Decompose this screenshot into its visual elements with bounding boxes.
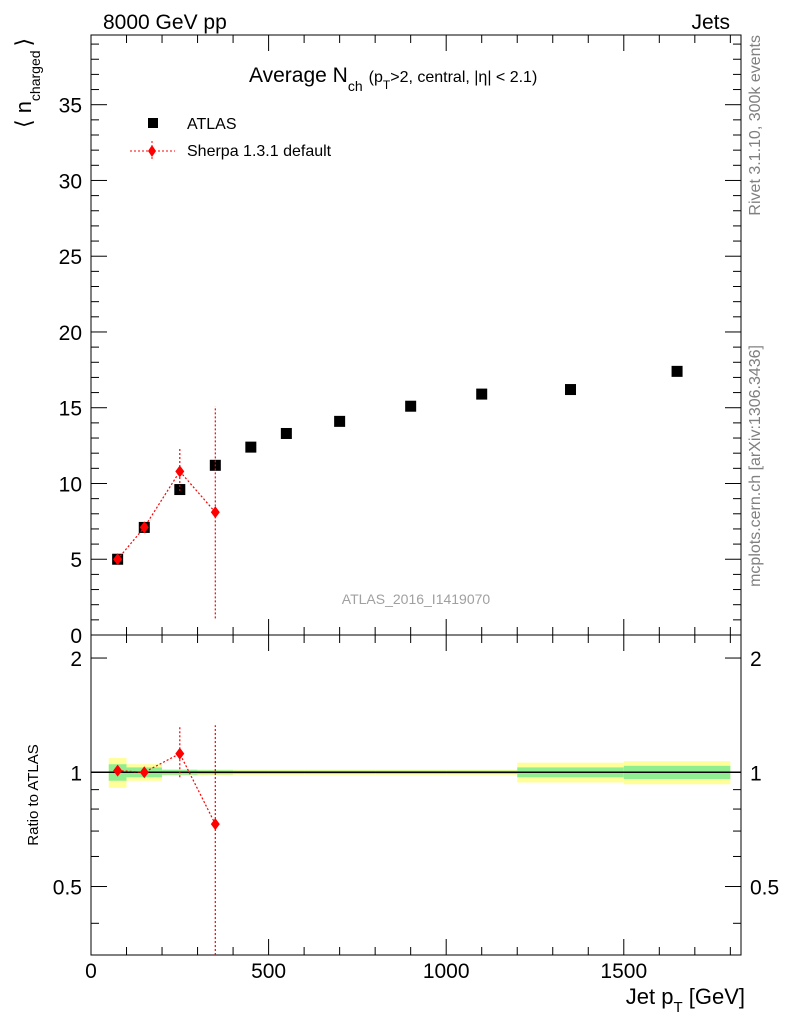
sherpa-line [117, 470, 216, 560]
sherpa-point [210, 506, 220, 519]
y-axis-label: ⟨ ncharged⟩ [11, 38, 43, 128]
header-left-label: 8000 GeV pp [103, 11, 227, 34]
top-y-tick-label: 20 [59, 322, 82, 345]
ratio-panel: 0.5 0.5 1 1 2 2 0 500 1000 1500 Ratio to ATLAS J… [25, 634, 779, 1016]
chart-title: Average Nch (pT>2, central, |η| < 2.1) [249, 64, 537, 94]
atlas-point [245, 441, 257, 453]
x-tick-label: 1500 [600, 960, 647, 983]
sherpa-point [175, 465, 185, 478]
x-tick-label: 0 [85, 960, 97, 983]
legend-marker-atlas [148, 118, 158, 128]
top-y-tick-label: 5 [70, 549, 82, 572]
ratio-sherpa-point [113, 764, 123, 777]
ratio-sherpa-line [117, 752, 216, 825]
atlas-point [565, 384, 577, 396]
top-y-tick-label: 10 [59, 473, 82, 496]
atlas-point [280, 427, 292, 439]
ratio-sherpa-point [175, 747, 185, 760]
top-y-tick-label: 15 [59, 398, 82, 421]
ratio-sherpa-point [139, 766, 149, 779]
top-y-tick-label: 0 [70, 625, 82, 648]
bottom-y-tick-label: 0.5 [53, 877, 82, 900]
atlas-point [405, 400, 417, 412]
bottom-y-tick-label-right: 1 [750, 762, 762, 785]
ratio-y-axis-label: Ratio to ATLAS [25, 744, 42, 845]
x-axis-label: Jet pT [GeV] [626, 984, 745, 1016]
atlas-point [476, 388, 488, 400]
bottom-y-tick-label-right: 2 [750, 648, 762, 671]
legend-marker-sherpa [148, 145, 156, 157]
ratio-sherpa-point [210, 818, 220, 831]
header-right-label: Jets [691, 11, 730, 34]
legend: ATLAS Sherpa 1.3.1 default [130, 116, 332, 161]
bottom-y-tick-label: 1 [70, 762, 82, 785]
atlas-point [671, 365, 683, 377]
top-y-tick-label: 35 [59, 95, 82, 118]
legend-label-sherpa: Sherpa 1.3.1 default [187, 143, 332, 160]
sherpa-point [139, 521, 149, 534]
x-tick-label: 1000 [423, 960, 470, 983]
legend-label-atlas: ATLAS [187, 116, 237, 133]
main-panel: 0 5 10 15 20 25 30 35 Average Nch (pT>2, central… [11, 34, 742, 648]
top-y-tick-label: 25 [59, 246, 82, 269]
top-y-tick-label: 30 [59, 170, 82, 193]
bottom-y-tick-label-right: 0.5 [750, 877, 779, 900]
atlas-point [334, 415, 346, 427]
analysis-watermark: ATLAS_2016_I1419070 [342, 591, 491, 607]
sherpa-point [113, 553, 123, 566]
ratio-panel-frame [90, 634, 742, 956]
mcplots-label: mcplots.cern.ch [arXiv:1306.3436] [747, 345, 764, 587]
bottom-y-tick-label: 2 [70, 648, 82, 671]
x-tick-label: 500 [251, 960, 286, 983]
rivet-version-label: Rivet 3.1.10, 300k events [747, 35, 764, 216]
